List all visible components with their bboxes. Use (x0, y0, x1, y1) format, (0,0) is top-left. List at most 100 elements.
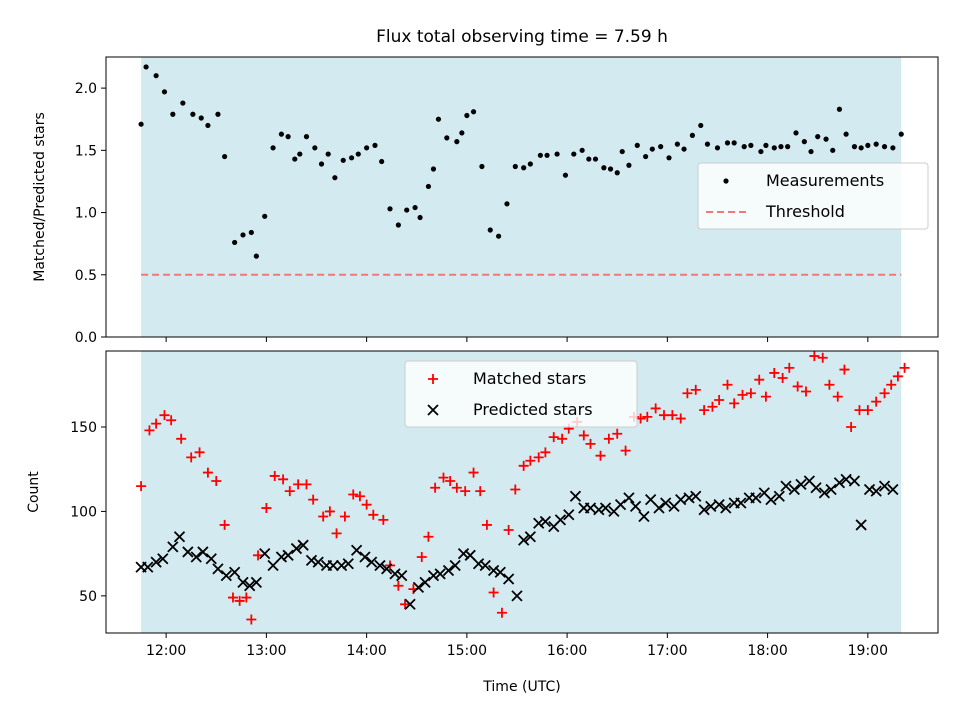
matched-star-point (745, 388, 756, 399)
predicted-star-point (449, 559, 461, 572)
matched-star-point (620, 445, 631, 456)
measurement-point (778, 144, 784, 150)
measurement-point (387, 206, 393, 212)
matched-star-point (899, 362, 910, 373)
matched-star-point (301, 479, 312, 490)
matched-star-point (784, 362, 795, 373)
matched-star-point (430, 482, 441, 493)
matched-star-point (557, 433, 568, 444)
measurement-point (161, 89, 168, 95)
matched-star-point (219, 519, 230, 530)
predicted-star-point (698, 504, 710, 516)
measurement-point (521, 165, 527, 171)
matched-star-point (510, 484, 521, 495)
matched-star-point (278, 474, 289, 485)
predicted-star-point (524, 531, 536, 543)
matched-star-point (246, 614, 257, 625)
predicted-star-point (584, 502, 597, 514)
matched-star-point (423, 531, 434, 542)
x-tick-label: 19:00 (848, 643, 888, 659)
matched-star-point (862, 405, 873, 416)
count-marks (135, 351, 910, 625)
measurement-point (793, 130, 799, 136)
matched-star-point (176, 433, 187, 444)
matched-star-point (777, 373, 788, 384)
matched-star-point (879, 388, 890, 399)
matched-star-point (525, 455, 536, 466)
predicted-star-point (312, 556, 324, 568)
measurement-point (607, 166, 614, 172)
x-axis-label: Time (UTC) (482, 679, 560, 695)
measurement-point (731, 140, 737, 146)
measurement-point (890, 145, 896, 151)
measurement-point (270, 145, 276, 151)
legend-bottom: Matched stars Predicted stars (404, 360, 638, 428)
measurement-point (364, 145, 370, 151)
x-tick-label: 17:00 (647, 643, 687, 659)
predicted-star-point (629, 500, 642, 512)
measurement-point (634, 142, 640, 148)
measurement-point (649, 146, 655, 152)
x-tick-label: 18:00 (747, 643, 787, 659)
measurement-point (614, 170, 620, 176)
y-tick-label: 0.0 (75, 330, 97, 346)
predicted-star-point (412, 581, 425, 594)
matched-star-point (293, 479, 304, 490)
legend-label: Predicted stars (473, 400, 593, 419)
y-tick-label: 0.5 (75, 268, 97, 284)
matched-star-point (769, 367, 780, 378)
predicted-star-point (818, 487, 831, 499)
x-tick-label: 13:00 (246, 643, 286, 659)
matched-star-point (846, 421, 857, 432)
predicted-star-point (396, 569, 408, 582)
matched-star-point (659, 410, 670, 421)
y-ticks-bottom: 50 100 150 (70, 420, 106, 605)
matched-star-point (667, 410, 678, 421)
legend-x-icon (427, 404, 439, 416)
measurement-point (312, 145, 318, 151)
measurement-point (487, 227, 493, 233)
measurement-point (325, 151, 331, 157)
matched-star-point (612, 428, 623, 439)
predicted-star-point (142, 561, 154, 573)
measurement-point (435, 116, 442, 122)
measurement-point (801, 139, 807, 145)
measurement-point (586, 156, 592, 162)
measurement-point (512, 163, 518, 170)
predicted-star-point (750, 492, 762, 504)
legend-dot-icon (723, 178, 729, 184)
matched-star-point (832, 391, 843, 402)
measurement-point (681, 146, 687, 152)
predicted-star-point (157, 553, 169, 565)
matched-star-point (159, 410, 170, 421)
y-tick-label: 50 (79, 589, 97, 605)
measurement-point (303, 134, 310, 140)
measurement-point (865, 142, 871, 148)
measurement-point (554, 151, 560, 157)
measurement-point (340, 157, 346, 163)
matched-star-point (754, 374, 765, 385)
x-ticks-bottom: 12:00 13:00 14:00 15:00 16:00 17:00 18:00 19:00 (146, 633, 888, 659)
predicted-star-point (464, 549, 476, 561)
predicted-star-point (427, 569, 440, 582)
measurement-point (285, 134, 291, 140)
matched-star-point (144, 425, 155, 436)
predicted-star-point (690, 490, 702, 502)
predicted-star-point (282, 549, 294, 561)
measurement-point (748, 142, 754, 148)
predicted-star-point (593, 504, 605, 516)
predicted-star-point (190, 551, 202, 563)
axes-frame-top (105, 56, 939, 338)
predicted-star-point (653, 502, 665, 514)
measurement-point (318, 161, 325, 167)
measurement-point (430, 166, 437, 172)
measurement-point (544, 152, 550, 158)
predicted-star-point (870, 485, 882, 497)
matched-star-point (438, 472, 449, 483)
matched-star-point (714, 394, 725, 405)
predicted-star-point (173, 531, 186, 543)
matched-star-point (839, 364, 850, 375)
y-tick-label: 100 (70, 504, 97, 520)
predicted-star-point (878, 480, 891, 492)
